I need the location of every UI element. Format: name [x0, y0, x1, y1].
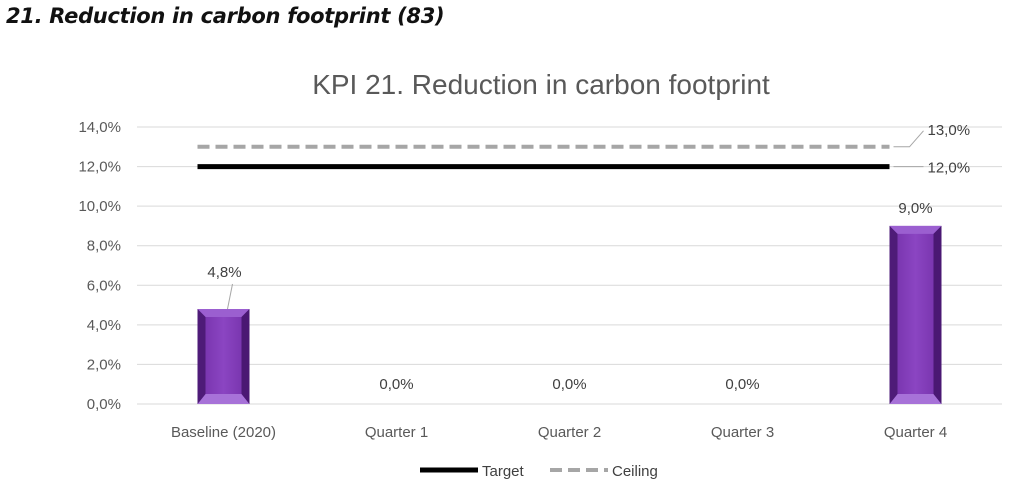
category-label: Baseline (2020) [171, 424, 276, 441]
bars [197, 225, 942, 404]
y-tick-label: 14,0% [78, 119, 121, 136]
data-label: 4,8% [207, 264, 241, 281]
y-tick-label: 12,0% [78, 159, 121, 176]
bar [889, 225, 942, 404]
bar-body [889, 225, 942, 404]
category-label: Quarter 2 [538, 424, 601, 441]
leader-line [227, 283, 233, 310]
legend-label-ceiling: Ceiling [612, 463, 658, 480]
data-labels: 4,8% 0,0% 0,0% 0,0% 9,0% 12,0% 13,0% [207, 122, 970, 393]
y-tick-label: 0,0% [87, 396, 121, 413]
data-label: 0,0% [725, 376, 759, 393]
page-heading: 21. Reduction in carbon footprint (83) [6, 4, 445, 28]
legend-label-target: Target [482, 463, 525, 480]
chart-title: KPI 21. Reduction in carbon footprint [312, 69, 770, 100]
y-tick-label: 2,0% [87, 356, 121, 373]
bar-bevel-top [197, 309, 250, 318]
y-tick-label: 4,0% [87, 317, 121, 334]
bar [197, 309, 250, 404]
bar-bevel-top [889, 225, 942, 234]
bar-bevel-right [241, 309, 250, 404]
line-label-ceiling: 13,0% [928, 122, 971, 139]
x-axis-categories: Baseline (2020) Quarter 1 Quarter 2 Quarter… [171, 424, 947, 441]
category-label: Quarter 4 [884, 424, 947, 441]
leader-line [893, 130, 924, 148]
bar-bevel-left [197, 309, 206, 404]
y-tick-label: 8,0% [87, 238, 121, 255]
reference-lines [197, 144, 890, 170]
y-axis-ticks: 0,0% 2,0% 4,0% 6,0% 8,0% 10,0% 12,0% 14,0% [78, 119, 121, 413]
category-label: Quarter 1 [365, 424, 428, 441]
bar-bevel-bottom [889, 394, 942, 404]
y-tick-label: 10,0% [78, 198, 121, 215]
y-tick-label: 6,0% [87, 277, 121, 294]
bar-body [197, 309, 250, 404]
data-label: 9,0% [898, 200, 932, 217]
bar-bevel-right [933, 225, 942, 404]
legend: Target Ceiling [420, 463, 658, 480]
bar-bevel-left [889, 225, 898, 404]
category-label: Quarter 3 [711, 424, 774, 441]
data-label: 0,0% [379, 376, 413, 393]
bar-bevel-bottom [197, 394, 250, 404]
data-label: 0,0% [552, 376, 586, 393]
line-label-target: 12,0% [928, 160, 971, 177]
